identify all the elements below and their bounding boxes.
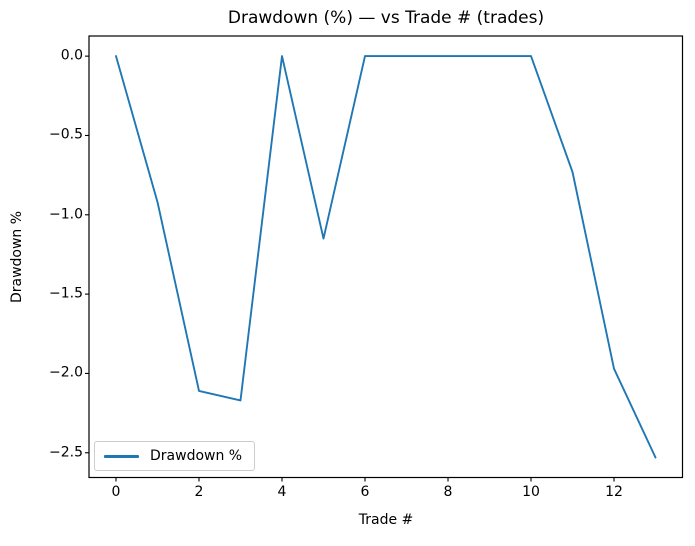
x-tick-label: 4 bbox=[277, 484, 287, 500]
x-tick-label: 6 bbox=[360, 484, 370, 500]
y-tick-label: −1.5 bbox=[49, 285, 83, 302]
legend: Drawdown % bbox=[94, 441, 256, 471]
plot-border bbox=[88, 35, 684, 479]
y-axis-label: Drawdown % bbox=[9, 210, 25, 304]
y-tick-label: −2.0 bbox=[49, 364, 83, 381]
x-tick-label: 12 bbox=[605, 484, 623, 500]
chart-title: Drawdown (%) — vs Trade # (trades) bbox=[227, 8, 545, 28]
y-tick-label: −0.5 bbox=[49, 126, 83, 143]
x-axis-label: Trade # bbox=[358, 512, 414, 528]
series-line bbox=[115, 55, 657, 459]
x-tick-label: 2 bbox=[194, 484, 204, 500]
y-tick-label: 0.0 bbox=[60, 47, 83, 64]
x-tick-label: 8 bbox=[443, 484, 453, 500]
x-tick-label: 10 bbox=[522, 484, 540, 500]
y-tick-label: −2.5 bbox=[49, 444, 83, 461]
x-tick-label: 0 bbox=[111, 484, 121, 500]
legend-line-swatch bbox=[104, 454, 139, 458]
legend-label: Drawdown % bbox=[150, 448, 243, 464]
y-tick-label: −1.0 bbox=[49, 206, 83, 223]
